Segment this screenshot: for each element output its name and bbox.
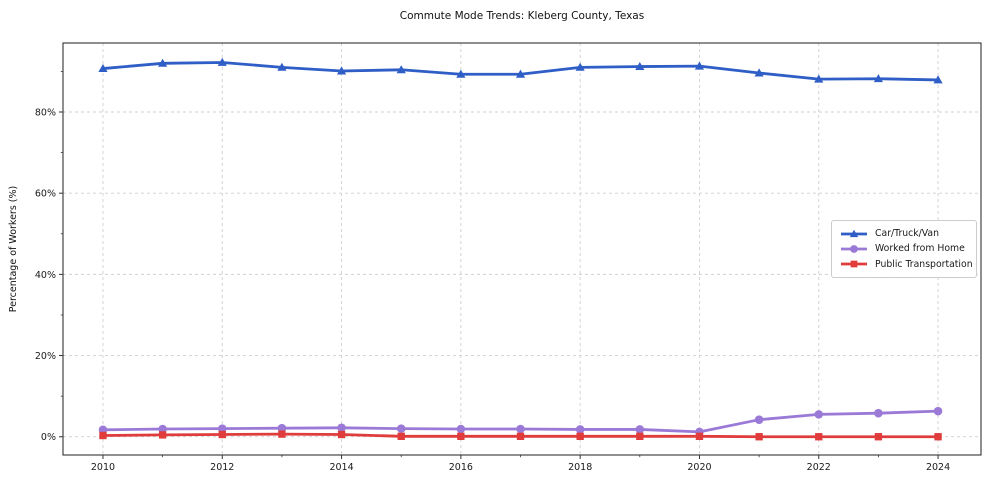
marker-worked-from-home-2023: [874, 408, 883, 418]
marker-public-transportation-2016: [457, 432, 465, 441]
plot-frame: [62, 42, 982, 456]
legend-item-worked-from-home: Worked from Home: [839, 241, 968, 256]
marker-worked-from-home-2017: [516, 424, 525, 434]
marker-car-truck-van-2022: [814, 74, 824, 83]
x-tick-label-2014: 2014: [329, 462, 353, 473]
marker-worked-from-home-2015: [396, 424, 406, 433]
marker-public-transportation-2023: [874, 433, 883, 441]
legend-label: Car/Truck/Van: [875, 228, 940, 240]
marker-public-transportation-2013: [278, 430, 286, 438]
marker-car-truck-van-2017: [515, 69, 526, 78]
y-tick-label-60: 60%: [35, 189, 56, 200]
x-tick-label-2010: 2010: [91, 462, 115, 473]
series-public-transportation: [99, 430, 942, 441]
marker-public-transportation-2015: [397, 432, 405, 441]
marker-car-truck-van-2012: [217, 57, 227, 66]
marker-worked-from-home-2018: [575, 425, 585, 434]
marker-worked-from-home-2012: [217, 424, 227, 433]
marker-car-truck-van-2024: [933, 75, 943, 84]
legend-marker-public-transportation: [841, 260, 867, 268]
marker-car-truck-van-2019: [635, 61, 645, 70]
x-tick-label-2016: 2016: [449, 462, 473, 473]
marker-worked-from-home-2024: [933, 406, 943, 416]
marker-worked-from-home-2013: [277, 423, 287, 433]
x-tick-label-2020: 2020: [687, 462, 711, 473]
x-tick-label-2018: 2018: [568, 462, 592, 473]
axis-ticks: 2010 2012 2014 2016 2018 2020 2022 2024 0% 20% 40%…: [35, 71, 950, 473]
marker-public-transportation-2020: [695, 432, 704, 441]
marker-car-truck-van-2020: [694, 61, 705, 70]
series-worked-from-home: [98, 406, 943, 437]
legend: Car/Truck/Van Worked from Home Public Tr…: [831, 220, 977, 278]
marker-car-truck-van-2016: [456, 69, 466, 78]
legend-marker-car-truck-van: [841, 229, 867, 237]
marker-car-truck-van-2013: [277, 62, 287, 71]
marker-public-transportation-2022: [815, 433, 823, 441]
y-tick-label-20: 20%: [35, 351, 56, 362]
marker-car-truck-van-2021: [754, 68, 764, 77]
legend-item-car-truck-van: Car/Truck/Van: [839, 226, 968, 241]
marker-worked-from-home-2022: [814, 410, 824, 419]
marker-public-transportation-2014: [337, 430, 346, 439]
x-tick-label-2022: 2022: [807, 462, 831, 473]
marker-public-transportation-2010: [99, 431, 107, 440]
marker-public-transportation-2012: [218, 430, 226, 439]
marker-public-transportation-2024: [934, 433, 942, 441]
legend-item-public-transportation: Public Transportation: [839, 257, 973, 272]
marker-car-truck-van-2015: [396, 65, 406, 74]
marker-worked-from-home-2016: [456, 424, 466, 434]
marker-worked-from-home-2014: [337, 423, 346, 433]
marker-worked-from-home-2021: [754, 415, 764, 424]
marker-car-truck-van-2014: [336, 66, 347, 75]
series-car-truck-van: [98, 57, 943, 84]
marker-worked-from-home-2011: [158, 424, 167, 434]
legend-marker-worked-from-home: [841, 245, 867, 253]
marker-public-transportation-2019: [636, 432, 644, 441]
legend-label: Public Transportation: [875, 258, 973, 270]
y-tick-label-40: 40%: [35, 270, 56, 281]
marker-car-truck-van-2010: [98, 63, 108, 73]
chart-title: Commute Mode Trends: Kleberg County, Tex…: [399, 10, 645, 22]
legend-marker-glyph-car-truck-van: [849, 229, 859, 237]
legend-label: Worked from Home: [875, 243, 965, 255]
marker-public-transportation-2017: [516, 432, 525, 441]
legend-marker-glyph-worked-from-home: [850, 245, 858, 253]
marker-car-truck-van-2023: [873, 74, 884, 83]
marker-public-transportation-2018: [576, 432, 584, 441]
y-tick-label-80: 80%: [35, 107, 56, 118]
marker-public-transportation-2021: [755, 433, 763, 441]
marker-car-truck-van-2011: [158, 58, 168, 67]
legend-marker-glyph-public-transportation: [850, 260, 858, 268]
x-tick-label-2012: 2012: [210, 462, 234, 473]
marker-worked-from-home-2019: [635, 425, 645, 434]
x-tick-label-2024: 2024: [926, 462, 950, 473]
marker-car-truck-van-2018: [575, 62, 585, 71]
marker-public-transportation-2011: [158, 431, 167, 439]
y-tick-label-0: 0%: [41, 432, 56, 443]
